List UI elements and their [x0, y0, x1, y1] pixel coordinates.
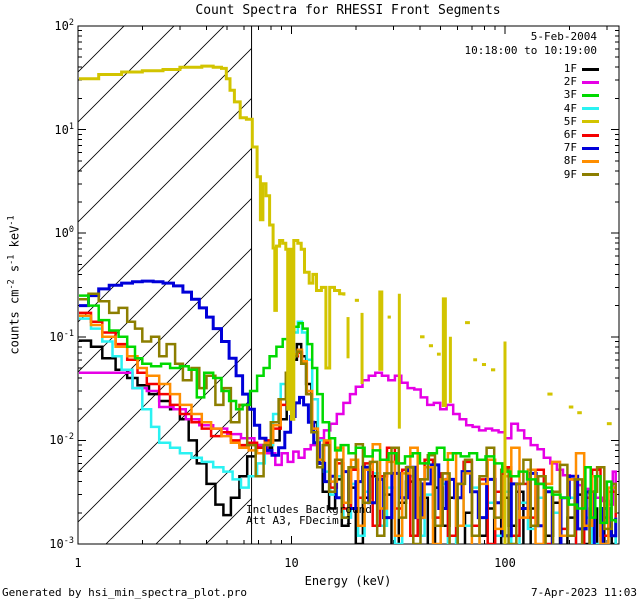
- legend-label-9F: 9F: [563, 167, 577, 181]
- generated-by-label: Generated by hsi_min_spectra_plot.pro: [2, 586, 248, 599]
- y-tick-label-10e-3: 10-3: [49, 536, 74, 551]
- legend-label-6F: 6F: [563, 128, 577, 141]
- series-group: [79, 64, 618, 544]
- legend-line-7F: [582, 146, 599, 150]
- legend-line-9F: [582, 173, 599, 177]
- x-tick-label-100: 100: [494, 556, 516, 570]
- y-tick-label-10e-2: 10-2: [49, 432, 74, 448]
- x-axis-title: Energy (keV): [304, 574, 392, 588]
- legend-line-6F: [582, 133, 599, 137]
- y-tick-label-10e-1: 10-1: [49, 328, 74, 344]
- y-axis-title: counts cm-2 s-1 keV-1: [6, 215, 22, 355]
- legend-label-1F: 1F: [563, 62, 577, 75]
- series-8F: [79, 314, 617, 544]
- x-tick-label-1: 1: [74, 556, 82, 570]
- date-label: 5-Feb-2004: [530, 30, 597, 43]
- legend-label-3F: 3F: [563, 88, 577, 102]
- legend-label-2F: 2F: [563, 75, 577, 89]
- legend-line-3F: [582, 93, 599, 97]
- hatched-attenuator-region: [78, 26, 252, 544]
- legend-label-7F: 7F: [563, 141, 577, 155]
- timestamp-label: 7-Apr-2023 11:03: [531, 586, 637, 599]
- time-range-label: 10:18:00 to 10:19:00: [464, 44, 597, 57]
- legend-line-2F: [582, 80, 599, 84]
- y-tick-label-10e0: 100: [54, 225, 74, 241]
- annotation-line-1: Includes Background: [246, 503, 372, 516]
- y-tick-label-10e2: 102: [54, 18, 74, 33]
- series-3F: [79, 294, 617, 525]
- series-9F: [79, 292, 617, 544]
- legend-label-5F: 5F: [563, 114, 577, 128]
- page-title: Count Spectra for RHESSI Front Segments: [195, 3, 501, 18]
- plot-frame: [77, 25, 620, 545]
- legend-line-5F: [582, 120, 599, 124]
- annotation-line-2: Att A3, FDecim 1: [246, 514, 352, 527]
- legend-line-4F: [582, 107, 599, 111]
- legend-line-1F: [582, 67, 599, 71]
- series-5F: [79, 64, 346, 421]
- legend-label-8F: 8F: [563, 154, 577, 168]
- x-tick-label-10: 10: [284, 556, 299, 570]
- y-tick-label-10e1: 101: [54, 121, 74, 137]
- legend-label-4F: 4F: [563, 101, 577, 115]
- legend-line-8F: [582, 159, 599, 163]
